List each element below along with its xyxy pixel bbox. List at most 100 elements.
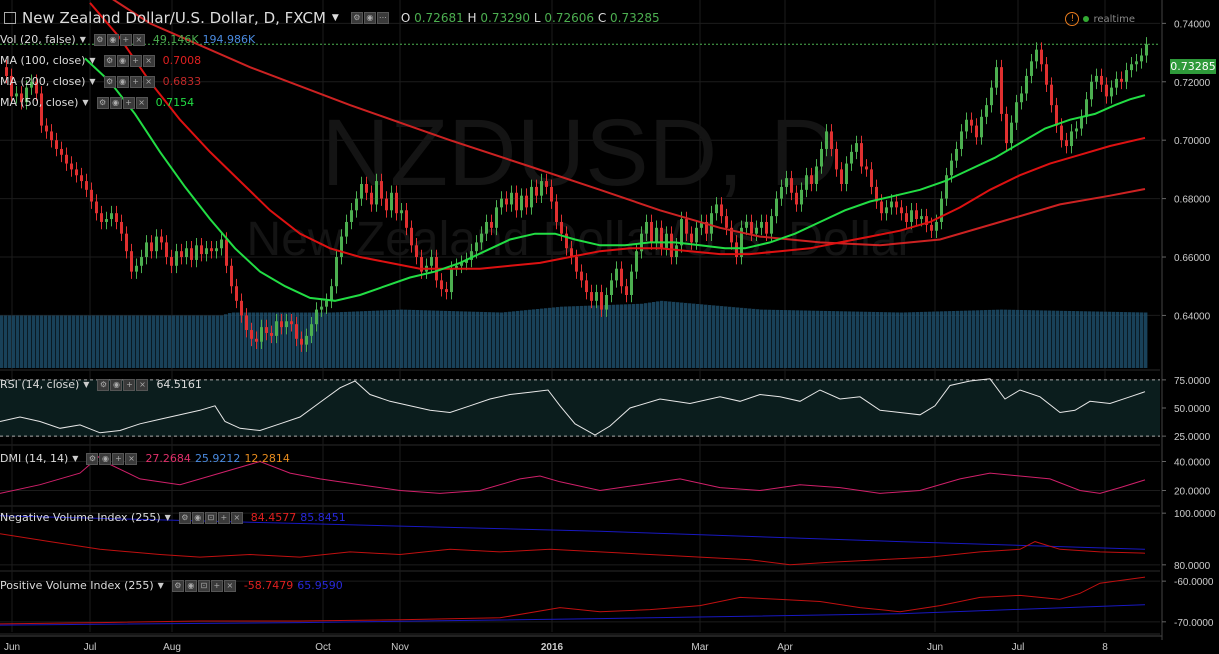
- visibility-icon[interactable]: ◉: [191, 511, 204, 524]
- volume-bar: [1032, 310, 1036, 368]
- candle-body: [260, 327, 263, 342]
- ma50-controls[interactable]: ⚙ ◉ + ×: [96, 96, 148, 109]
- candle-body: [760, 221, 763, 228]
- ma100-label[interactable]: MA (100, close): [0, 54, 86, 67]
- dmi-label[interactable]: DMI (14, 14): [0, 452, 69, 465]
- add-icon[interactable]: +: [210, 579, 223, 592]
- close-icon[interactable]: ×: [132, 33, 145, 46]
- volume-bar: [1028, 310, 1032, 368]
- visibility-icon[interactable]: ◉: [110, 378, 123, 391]
- settings-icon[interactable]: ⚙: [103, 75, 116, 88]
- chevron-down-icon[interactable]: ▼: [164, 513, 171, 522]
- price-axis[interactable]: 0.74000 0.72000 0.70000 0.68000 0.66000 0.640…: [0, 0, 1216, 640]
- visibility-icon[interactable]: ◉: [99, 452, 112, 465]
- settings-icon[interactable]: ⚙: [93, 33, 106, 46]
- ma50-legend[interactable]: MA (50, close) ▼ ⚙ ◉ + × 0.7154: [0, 96, 194, 109]
- add-icon[interactable]: +: [112, 452, 125, 465]
- settings-icon[interactable]: ⚙: [86, 452, 99, 465]
- visibility-icon[interactable]: ◉: [106, 33, 119, 46]
- volume-bar: [752, 308, 756, 368]
- settings-icon[interactable]: ⚙: [350, 12, 363, 24]
- rsi-controls[interactable]: ⚙ ◉ + ×: [97, 378, 149, 391]
- volume-bar: [736, 307, 740, 368]
- close-icon[interactable]: ×: [135, 96, 148, 109]
- settings-icon[interactable]: ⚙: [97, 378, 110, 391]
- close-icon[interactable]: ×: [136, 378, 149, 391]
- settings-icon[interactable]: ⚙: [103, 54, 116, 67]
- dmi-value-2: 25.9212: [194, 452, 241, 465]
- nvi-controls[interactable]: ⚙ ◉ ⊡ + ×: [178, 511, 243, 524]
- candle-body: [1010, 122, 1013, 144]
- candle-body: [930, 224, 933, 231]
- close-icon[interactable]: ×: [223, 579, 236, 592]
- nvi-legend[interactable]: Negative Volume Index (255) ▼ ⚙ ◉ ⊡ + × 84.4…: [0, 511, 346, 524]
- visibility-icon[interactable]: ◉: [116, 75, 129, 88]
- chevron-down-icon[interactable]: ▼: [72, 454, 79, 463]
- pvi-controls[interactable]: ⚙ ◉ ⊡ + ×: [171, 579, 236, 592]
- rsi-label[interactable]: RSI (14, close): [0, 378, 80, 391]
- vol-legend[interactable]: Vol (20, false) ▼ ⚙ ◉ + × 49.146K 194.986K: [0, 33, 255, 46]
- ma200-legend[interactable]: MA (200, close) ▼ ⚙ ◉ + × 0.6833: [0, 75, 201, 88]
- add-icon[interactable]: +: [129, 54, 142, 67]
- chevron-down-icon[interactable]: ▼: [157, 581, 164, 590]
- candle-body: [145, 242, 148, 258]
- candle-body: [980, 116, 983, 138]
- ma50-label[interactable]: MA (50, close): [0, 96, 79, 109]
- more-icon[interactable]: ⋯: [376, 12, 389, 24]
- add-icon[interactable]: +: [123, 378, 136, 391]
- pvi-legend[interactable]: Positive Volume Index (255) ▼ ⚙ ◉ ⊡ + × -58.…: [0, 579, 343, 592]
- add-icon[interactable]: +: [129, 75, 142, 88]
- symbol-title[interactable]: New Zealand Dollar/U.S. Dollar, D, FXCM: [22, 9, 326, 27]
- source-icon[interactable]: ⊡: [204, 511, 217, 524]
- settings-icon[interactable]: ⚙: [171, 579, 184, 592]
- chevron-down-icon[interactable]: ▼: [82, 98, 89, 107]
- close-icon[interactable]: ×: [142, 75, 155, 88]
- dmi-controls[interactable]: ⚙ ◉ + ×: [86, 452, 138, 465]
- close-icon[interactable]: ×: [230, 511, 243, 524]
- series-controls[interactable]: ⚙ ◉ ⋯: [350, 12, 389, 24]
- chevron-down-icon[interactable]: ▼: [83, 380, 90, 389]
- visibility-icon[interactable]: ◉: [116, 54, 129, 67]
- settings-icon[interactable]: ⚙: [96, 96, 109, 109]
- candle-body: [1035, 49, 1038, 62]
- time-axis[interactable]: Jun Jul Aug Oct Nov 2016 Mar Apr Jun Jul 8: [4, 642, 1108, 653]
- add-icon[interactable]: +: [217, 511, 230, 524]
- visibility-icon[interactable]: ◉: [363, 12, 376, 24]
- vol-controls[interactable]: ⚙ ◉ + ×: [93, 33, 145, 46]
- candle-body: [375, 181, 378, 205]
- vol-label[interactable]: Vol (20, false): [0, 33, 76, 46]
- candle-body: [350, 210, 353, 222]
- chevron-down-icon[interactable]: ▼: [89, 56, 96, 65]
- add-icon[interactable]: +: [122, 96, 135, 109]
- ma100-legend[interactable]: MA (100, close) ▼ ⚙ ◉ + × 0.7008: [0, 54, 201, 67]
- chevron-down-icon[interactable]: ▼: [331, 13, 339, 23]
- nvi-label[interactable]: Negative Volume Index (255): [0, 511, 161, 524]
- volume-bar: [948, 311, 952, 368]
- candle-body: [130, 251, 133, 272]
- ma200-controls[interactable]: ⚙ ◉ + ×: [103, 75, 155, 88]
- ma200-label[interactable]: MA (200, close): [0, 75, 86, 88]
- visibility-icon[interactable]: ◉: [184, 579, 197, 592]
- ma100-controls[interactable]: ⚙ ◉ + ×: [103, 54, 155, 67]
- chevron-down-icon[interactable]: ▼: [89, 77, 96, 86]
- close-icon[interactable]: ×: [125, 452, 138, 465]
- candle-body: [850, 151, 853, 164]
- volume-bar: [360, 311, 364, 368]
- watermark-symbol: NZDUSD, D: [321, 100, 838, 206]
- candle-body: [1050, 84, 1053, 106]
- dmi-legend[interactable]: DMI (14, 14) ▼ ⚙ ◉ + × 27.2684 25.9212 12.2…: [0, 452, 290, 465]
- add-icon[interactable]: +: [119, 33, 132, 46]
- close-icon[interactable]: ×: [142, 54, 155, 67]
- warning-icon[interactable]: !: [1065, 12, 1080, 26]
- candle-body: [790, 178, 793, 193]
- visibility-icon[interactable]: ◉: [109, 96, 122, 109]
- volume-bar: [616, 304, 620, 368]
- chevron-down-icon[interactable]: ▼: [79, 35, 86, 44]
- source-icon[interactable]: ⊡: [197, 579, 210, 592]
- settings-icon[interactable]: ⚙: [178, 511, 191, 524]
- pvi-label[interactable]: Positive Volume Index (255): [0, 579, 154, 592]
- rsi-legend[interactable]: RSI (14, close) ▼ ⚙ ◉ + × 64.5161: [0, 378, 202, 391]
- volume-bar: [32, 315, 36, 368]
- symbol-icon[interactable]: [4, 12, 16, 24]
